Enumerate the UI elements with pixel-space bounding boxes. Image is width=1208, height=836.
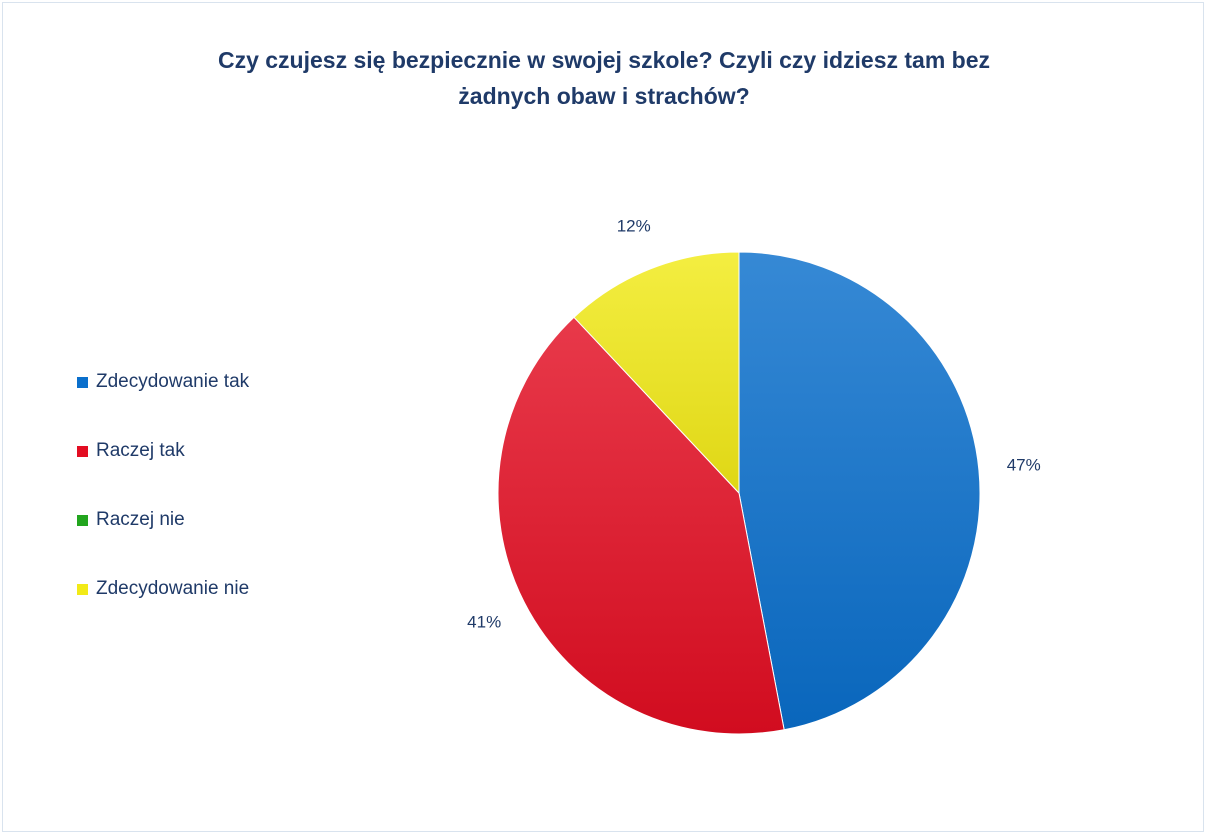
data-label-zdecydowanie-nie: 12% <box>617 217 651 236</box>
legend-label: Zdecydowanie tak <box>96 371 250 392</box>
legend-swatch <box>77 515 88 526</box>
pie-slice-zdecydowanie-tak <box>738 251 981 731</box>
data-label-zdecydowanie-tak: 47% <box>1007 456 1041 475</box>
legend-label: Raczej nie <box>96 509 185 530</box>
legend-swatch <box>77 377 88 388</box>
legend-swatch <box>77 446 88 457</box>
chart-title-line-2: żadnych obaw i strachów? <box>458 83 750 109</box>
chart-title: Czy czujesz się bezpiecznie w swojej szk… <box>0 42 1208 114</box>
data-label-raczej-tak: 41% <box>467 612 501 631</box>
chart-title-line-1: Czy czujesz się bezpiecznie w swojej szk… <box>217 47 991 73</box>
legend-label: Zdecydowanie nie <box>96 578 250 599</box>
pie-slice-raczej-tak <box>497 316 785 735</box>
legend-label: Raczej tak <box>96 440 185 461</box>
legend-swatch <box>77 584 88 595</box>
pie-slice-zdecydowanie-nie <box>573 251 740 495</box>
